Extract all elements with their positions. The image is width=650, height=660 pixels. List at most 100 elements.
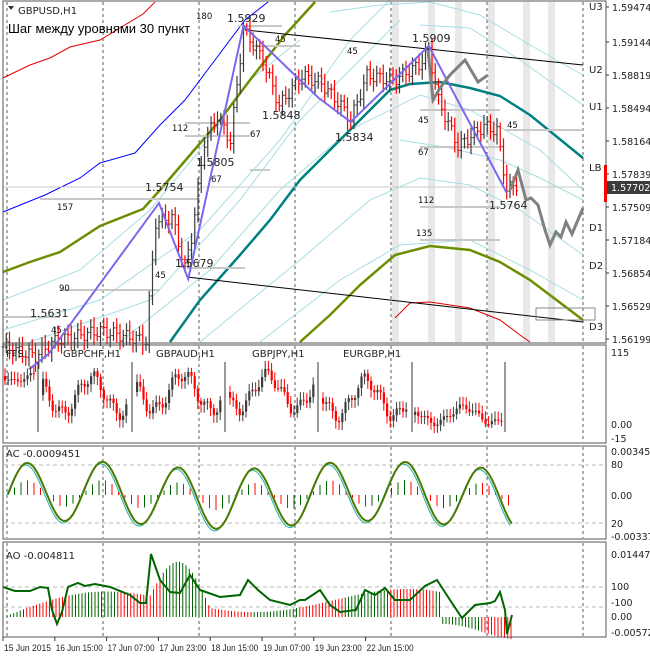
price-label: 1.56854: [612, 269, 650, 280]
sub-candle-body: [386, 403, 389, 417]
sub-candle-body: [257, 387, 260, 392]
sub-candle-body: [142, 386, 145, 400]
level-mark: 135: [416, 229, 432, 239]
level-mark: 45: [275, 35, 286, 45]
sub-candle-body: [48, 386, 51, 401]
subpanel-scale-top: 115: [611, 348, 629, 359]
price-label: 1.59144: [612, 38, 650, 49]
sub-candle-body: [10, 378, 13, 381]
sub-candle-body: [184, 376, 187, 382]
time-label: 17 Jun 07:00: [108, 643, 155, 654]
price-label: 1.58494: [612, 104, 650, 115]
sub-candle-body: [83, 383, 86, 387]
sub-candle-body: [26, 375, 29, 380]
sub-candle-body: [29, 372, 32, 376]
dropdown-triangle-icon[interactable]: [8, 6, 14, 10]
sub-candle-body: [360, 376, 363, 389]
lower-channel-line: [186, 276, 584, 323]
sub-candle-body: [219, 400, 222, 413]
current-price: 1.57702: [611, 183, 650, 194]
sub-candle-body: [468, 409, 471, 412]
sub-candle-body: [99, 377, 102, 390]
sub-candle-body: [206, 401, 209, 403]
envelope-line: [29, 19, 401, 343]
sub-candle-body: [273, 380, 276, 388]
grid-lines: [4, 2, 605, 636]
sub-candle-body: [357, 388, 360, 399]
sub-candle-body: [389, 416, 392, 421]
sub-candle-body: [293, 413, 296, 415]
pivot-label: 1.5929: [227, 12, 266, 25]
ao-scale-1: 100: [611, 582, 629, 593]
sub-candle-body: [452, 414, 455, 417]
sub-candle-body: [238, 408, 241, 416]
ac-panel-frame: [2, 445, 607, 540]
pivot-label: 1.5764: [489, 199, 528, 212]
sub-candle-body: [23, 379, 26, 382]
sub-candle-body: [379, 389, 382, 393]
sub-candle-body: [478, 410, 481, 414]
zigzag-and-forecast: 1.5631 1.5754 1.5679 1.5929 1.5848 1.5805 1.58…: [28, 12, 585, 371]
sub-candle-body: [177, 374, 180, 379]
sub-candle-body: [190, 372, 193, 376]
sub-candle-body: [270, 370, 273, 381]
level-d1: D1: [589, 223, 603, 234]
forecast-path-upper: [426, 49, 489, 105]
price-label: 1.59474: [612, 3, 650, 14]
subpanel-scale-zero: 0.00: [611, 420, 632, 431]
level-mark: 45: [418, 116, 429, 126]
time-label: 17 Jun 23:00: [159, 643, 206, 654]
sub-candle-body: [277, 387, 280, 389]
sub-candle-body: [209, 401, 212, 409]
subpanel-label-0: FFS: [6, 349, 24, 360]
session-band: [428, 2, 435, 342]
time-label: 16 Jun 15:00: [56, 643, 103, 654]
sub-candle-body: [171, 377, 174, 390]
sub-candle-body: [344, 402, 347, 414]
envelope-line: [2, 39, 301, 301]
sub-candle-body: [430, 417, 433, 423]
sub-candle-body: [497, 419, 500, 421]
level-d2: D2: [589, 261, 603, 272]
sub-candle-body: [45, 378, 48, 387]
sub-candle-body: [354, 398, 357, 400]
session-band: [392, 2, 399, 342]
level-lb: LB: [589, 163, 602, 174]
sub-candle-body: [196, 388, 199, 402]
sub-candle-body: [93, 371, 96, 377]
pivot-label: 1.5848: [262, 109, 301, 122]
sub-candle-body: [212, 408, 215, 415]
subpanel-label-4: EURGBP,H1: [343, 349, 401, 360]
upper-channel-line: [244, 29, 584, 66]
level-u2: U2: [589, 65, 603, 76]
sub-candle-body: [398, 408, 401, 410]
target-box: [535, 307, 596, 321]
sub-candle-body: [102, 389, 105, 400]
sub-candle-body: [58, 406, 61, 412]
sub-candle-body: [312, 384, 315, 398]
sub-candle-body: [449, 416, 452, 418]
sub-candle-body: [51, 400, 54, 411]
sub-candle-body: [261, 376, 264, 388]
sub-candle-body: [139, 381, 142, 387]
level-mark: 45: [155, 271, 166, 281]
level-mark: 112: [172, 124, 188, 134]
lower-red-line: [394, 301, 531, 343]
sub-candle-body: [203, 401, 206, 405]
sub-candle-body: [193, 375, 196, 389]
sub-candle-body: [322, 398, 325, 404]
sub-candle-body: [289, 403, 292, 414]
ao-panel-frame: [2, 541, 607, 638]
ac-main-line: [7, 460, 513, 530]
sub-candle-body: [264, 368, 267, 377]
sub-candle-body: [7, 380, 10, 382]
level-mark: 67: [250, 130, 261, 140]
sub-candle-body: [395, 408, 398, 416]
sub-candle-body: [392, 415, 395, 421]
subpanel-label-1: GBPCHF,H1: [63, 349, 121, 360]
sub-candle-body: [125, 404, 128, 416]
ao-line: [2, 553, 513, 635]
sub-candle-body: [487, 424, 490, 426]
spread-marker: [604, 165, 607, 202]
